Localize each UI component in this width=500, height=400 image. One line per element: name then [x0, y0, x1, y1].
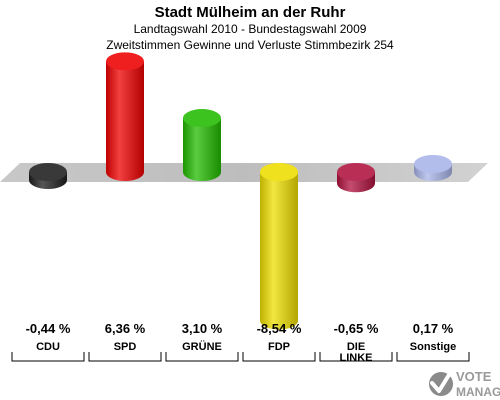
bar-body — [183, 118, 221, 181]
bar-body — [106, 61, 144, 181]
category-sonstige: Sonstige — [396, 341, 470, 362]
value-label: 0,17 % — [413, 321, 454, 336]
bar-top — [260, 163, 298, 181]
category-bracket — [88, 352, 162, 362]
category-bracket — [319, 352, 393, 362]
checkmark-icon — [429, 368, 454, 396]
category-bracket — [242, 352, 316, 362]
category-bracket — [11, 352, 85, 362]
bar-top — [106, 52, 144, 71]
value-label: 6,36 % — [105, 321, 146, 336]
bar-die-linke — [337, 163, 375, 193]
value-label: -8,54 % — [257, 321, 302, 336]
chart-subtitle-1: Landtagswahl 2010 - Bundestagswahl 2009 — [134, 22, 367, 36]
category-fdp: FDP — [242, 341, 316, 362]
category-label: LINKE — [340, 352, 373, 364]
chart-subtitle-2: Zweitstimmen Gewinne und Verluste Stimmb… — [106, 38, 394, 52]
category-label: Sonstige — [410, 341, 456, 353]
chart-title: Stadt Mülheim an der Ruhr — [155, 4, 346, 21]
bar-cdu — [29, 163, 67, 189]
category-label: DIE — [347, 341, 365, 353]
logo-line-1: VOTE — [456, 369, 492, 384]
logo: VOTE MANAGER — [429, 368, 500, 399]
bar-fdp — [260, 163, 298, 330]
category-cdu: CDU — [11, 341, 85, 362]
bar-top — [183, 109, 221, 128]
bar-spd — [106, 52, 144, 181]
bar-top — [337, 163, 375, 181]
bar-top — [414, 155, 452, 173]
logo-line-2: MANAGER — [456, 385, 500, 399]
category-label: FDP — [268, 341, 290, 353]
bar-sonstige — [414, 155, 452, 181]
bar-gr-ne — [183, 109, 221, 181]
value-label: -0,65 % — [334, 321, 379, 336]
bar-body — [260, 172, 298, 330]
category-gr-ne: GRÜNE — [165, 340, 239, 362]
value-label: 3,10 % — [182, 321, 223, 336]
bars — [29, 52, 452, 330]
value-labels: -0,44 % 6,36 % 3,10 % -8,54 % -0,65 % 0,17 % — [26, 321, 454, 336]
category-label: CDU — [36, 341, 60, 353]
category-label: SPD — [114, 341, 137, 353]
category-label: GRÜNE — [182, 340, 222, 353]
category-bracket — [165, 352, 239, 362]
bar-top — [29, 163, 67, 181]
category-spd: SPD — [88, 341, 162, 362]
category-bracket — [396, 352, 470, 362]
value-label: -0,44 % — [26, 321, 71, 336]
